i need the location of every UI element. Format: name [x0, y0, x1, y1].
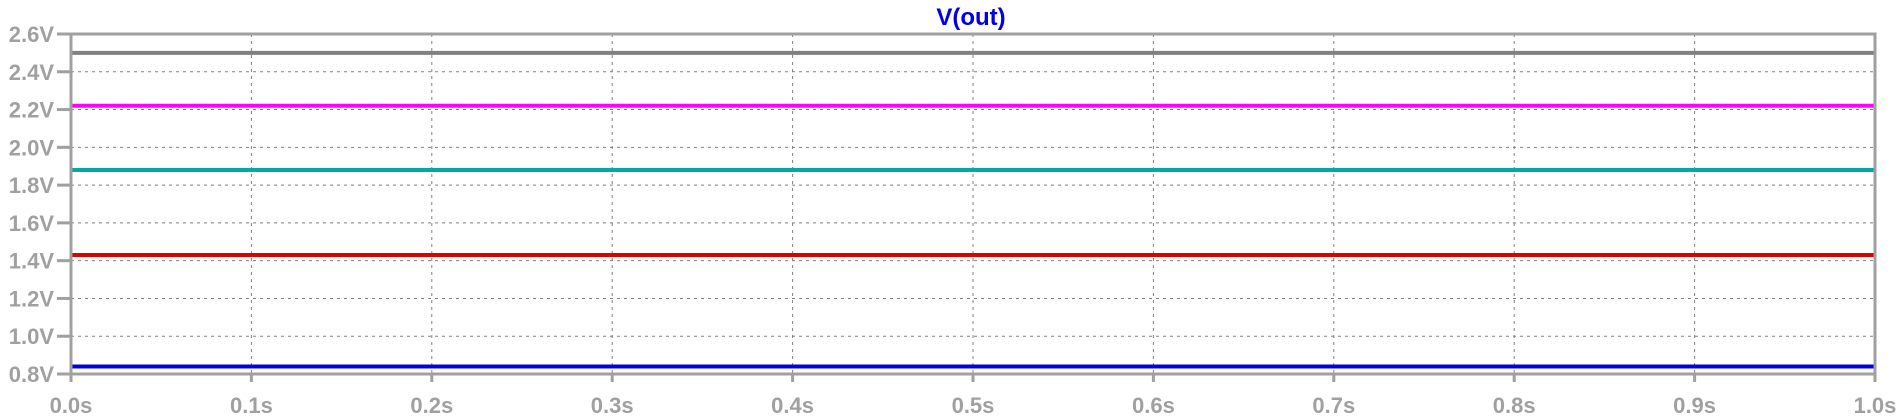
- grid: [71, 34, 1875, 374]
- x-tick-label: 0.5s: [952, 393, 995, 418]
- x-tick-label: 0.4s: [771, 393, 814, 418]
- x-tick-label: 0.2s: [410, 393, 453, 418]
- x-tick-label: 0.9s: [1673, 393, 1716, 418]
- axis-ticks: [57, 32, 1877, 382]
- x-tick-label: 0.6s: [1132, 393, 1175, 418]
- y-tick-label: 2.4V: [9, 60, 55, 85]
- x-tick-label: 1.0s: [1854, 393, 1897, 418]
- x-tick-label: 0.8s: [1493, 393, 1536, 418]
- y-axis-tick-labels: 0.8V 1.0V 1.2V 1.4V 1.6V 1.8V 2.0V 2.2V 2.4V 2.6V: [9, 22, 55, 387]
- chart-title: V(out): [936, 4, 1005, 31]
- y-tick-label: 2.6V: [9, 22, 55, 47]
- y-tick-label: 0.8V: [9, 362, 55, 387]
- series-layer: [71, 50, 1875, 369]
- x-tick-label: 0.1s: [230, 393, 273, 418]
- y-tick-label: 1.0V: [9, 324, 55, 349]
- y-tick-label: 1.6V: [9, 211, 55, 236]
- x-axis-tick-labels: 0.0s 0.1s 0.2s 0.3s 0.4s 0.5s 0.6s 0.7s 0.8s 0.9s…: [50, 393, 1897, 418]
- y-tick-label: 1.2V: [9, 286, 55, 311]
- y-tick-label: 2.0V: [9, 135, 55, 160]
- x-tick-label: 0.7s: [1312, 393, 1355, 418]
- y-tick-label: 2.2V: [9, 98, 55, 123]
- y-tick-label: 1.8V: [9, 173, 55, 198]
- y-tick-label: 1.4V: [9, 249, 55, 274]
- x-tick-label: 0.0s: [50, 393, 93, 418]
- x-tick-label: 0.3s: [591, 393, 634, 418]
